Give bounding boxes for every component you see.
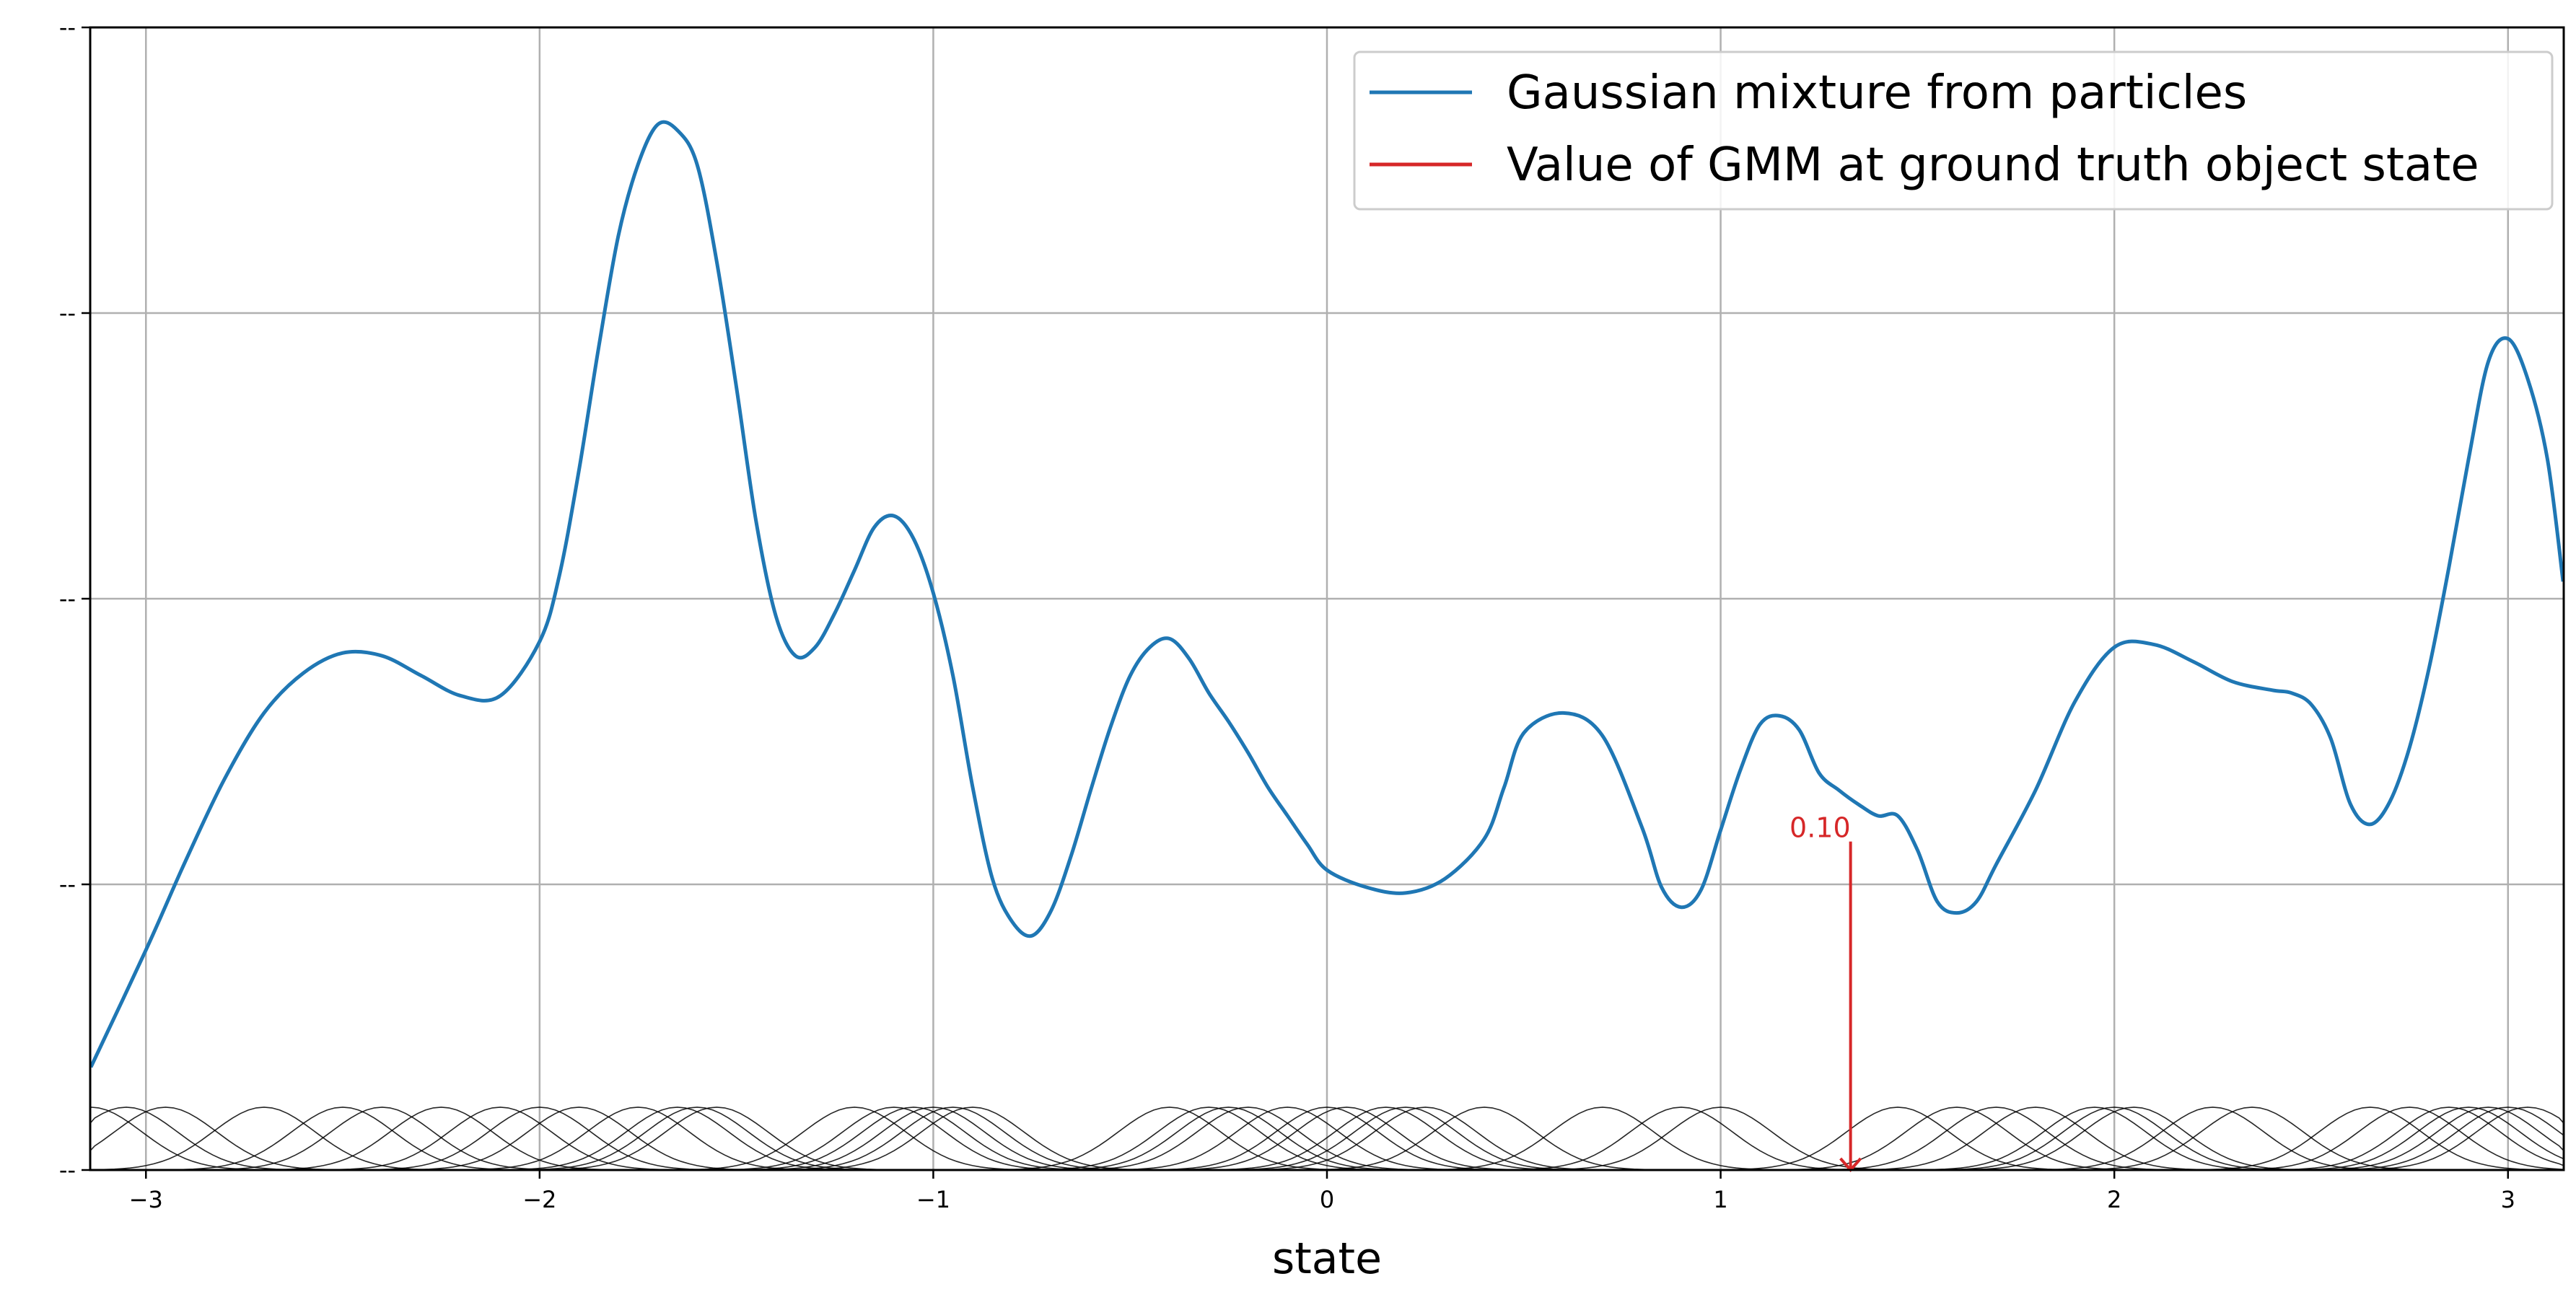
x-tick-label-0: −3 (129, 1186, 163, 1213)
x-axis-ticks: −3 −2 −1 0 1 2 3 (129, 1170, 2515, 1213)
y-tick-label-2: -- (59, 585, 76, 612)
y-tick-label-0: -- (59, 1156, 76, 1184)
annotation-value-label: 0.10 (1789, 812, 1851, 844)
y-axis-ticks: -- -- -- -- -- (59, 14, 90, 1184)
x-tick-label-2: −1 (916, 1186, 950, 1213)
legend-label-gaussian-mixture: Gaussian mixture from particles (1507, 66, 2247, 120)
y-tick-label-3: -- (59, 299, 76, 327)
x-tick-label-1: −2 (522, 1186, 556, 1213)
series-layer (89, 120, 2565, 1068)
x-tick-label-6: 3 (2501, 1186, 2515, 1213)
x-axis-label: state (1272, 1233, 1382, 1284)
y-tick-label-1: -- (59, 871, 76, 898)
legend-label-ground-truth: Value of GMM at ground truth object stat… (1507, 138, 2479, 192)
legend: Gaussian mixture from particles Value of… (1353, 50, 2554, 211)
y-tick-label-4: -- (59, 14, 76, 41)
x-tick-label-5: 2 (2107, 1186, 2121, 1213)
annotation: 0.10 (1789, 812, 1862, 1173)
series-line-gaussian-mixture (89, 120, 2565, 1068)
legend-box (1353, 50, 2554, 211)
x-tick-label-4: 1 (1713, 1186, 1727, 1213)
x-tick-label-3: 0 (1320, 1186, 1334, 1213)
